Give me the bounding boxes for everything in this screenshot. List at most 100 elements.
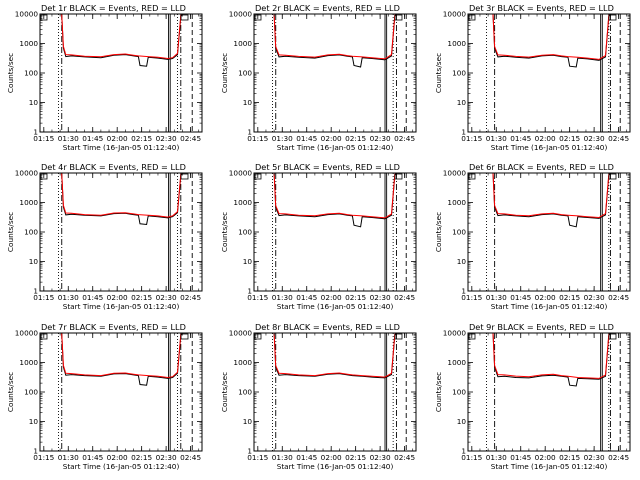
- series-line-events: [254, 14, 397, 68]
- x-tick-label: 02:45: [180, 453, 201, 462]
- corner-box-marker: [608, 173, 617, 180]
- y-tick-label: 10: [243, 417, 253, 426]
- corner-box-marker: [394, 333, 403, 340]
- x-tick-label: 02:45: [608, 134, 629, 143]
- series-line-events: [468, 14, 611, 68]
- y-tick-label: 10: [29, 257, 39, 266]
- corner-box-marker: [608, 14, 617, 21]
- x-tick-label: 02:00: [321, 134, 342, 143]
- y-tick-label: 10: [243, 257, 253, 266]
- x-tick-label: 02:30: [584, 293, 605, 302]
- y-tick-label: 1000: [19, 358, 38, 367]
- x-tick-label: 01:15: [461, 134, 482, 143]
- panel-title: Det 9r BLACK = Events, RED = LLD: [469, 322, 614, 332]
- x-tick-label: 01:30: [58, 453, 79, 462]
- panel-title: Det 5r BLACK = Events, RED = LLD: [255, 162, 400, 172]
- x-tick-label: 01:15: [33, 134, 54, 143]
- plot-frame: [39, 332, 203, 452]
- x-tick-label: 02:15: [345, 293, 366, 302]
- x-tick-label: 01:15: [33, 453, 54, 462]
- y-tick-label: 10000: [15, 329, 39, 338]
- x-tick-label: 02:00: [535, 134, 556, 143]
- y-tick-label: 10000: [15, 10, 39, 19]
- y-tick-label: 1000: [19, 39, 38, 48]
- y-tick-label: 10000: [15, 169, 39, 178]
- corner-box-marker: [608, 333, 617, 340]
- y-tick-label: 10: [243, 98, 253, 107]
- detector-panel: Det 8r BLACK = Events, RED = LLD 1 10 100 10…: [220, 322, 417, 471]
- x-tick-label: 02:15: [131, 453, 152, 462]
- series-line-lld: [40, 173, 183, 218]
- x-tick-label: 01:45: [82, 293, 103, 302]
- y-tick-label: 10000: [443, 10, 467, 19]
- series-line-events: [254, 333, 397, 379]
- plot-frame: [253, 13, 417, 133]
- y-axis-label: Counts/sec: [6, 372, 15, 412]
- y-axis-label: Counts/sec: [6, 53, 15, 93]
- y-tick-label: 10: [29, 417, 39, 426]
- panel-title: Det 7r BLACK = Events, RED = LLD: [41, 322, 186, 332]
- detector-panel: Det 4r BLACK = Events, RED = LLD 1 10 100 10…: [6, 162, 203, 311]
- detector-panel: Det 3r BLACK = Events, RED = LLD 1 10 100 10…: [434, 3, 631, 152]
- series-line-lld: [254, 333, 397, 378]
- plot-frame: [253, 332, 417, 452]
- x-tick-label: 02:00: [535, 293, 556, 302]
- plot-frame: [39, 172, 203, 292]
- x-axis-label: Start Time (16-Jan-05 01:12:40): [491, 462, 608, 471]
- y-tick-label: 10000: [229, 329, 253, 338]
- detector-panel: Det 2r BLACK = Events, RED = LLD 1 10 100 10…: [220, 3, 417, 152]
- x-tick-label: 01:45: [510, 134, 531, 143]
- panel-title: Det 8r BLACK = Events, RED = LLD: [255, 322, 400, 332]
- y-tick-label: 1000: [19, 198, 38, 207]
- y-tick-label: 1: [247, 128, 252, 137]
- x-axis-label: Start Time (16-Jan-05 01:12:40): [63, 302, 180, 311]
- detector-panel: Det 6r BLACK = Events, RED = LLD 1 10 100 10…: [434, 162, 631, 311]
- y-tick-label: 100: [238, 388, 252, 397]
- y-tick-label: 1000: [233, 39, 252, 48]
- x-tick-label: 01:15: [247, 453, 268, 462]
- y-tick-label: 100: [452, 69, 466, 78]
- x-tick-label: 02:15: [345, 453, 366, 462]
- x-tick-label: 02:15: [559, 293, 580, 302]
- y-tick-label: 10000: [229, 169, 253, 178]
- panel-title: Det 1r BLACK = Events, RED = LLD: [41, 3, 186, 13]
- y-axis-label: Counts/sec: [6, 212, 15, 252]
- x-tick-label: 01:45: [82, 453, 103, 462]
- x-axis-label: Start Time (16-Jan-05 01:12:40): [277, 143, 394, 152]
- x-tick-label: 02:15: [559, 453, 580, 462]
- series-line-lld: [254, 14, 397, 60]
- y-tick-label: 1: [461, 447, 466, 456]
- x-tick-label: 02:30: [156, 293, 177, 302]
- y-axis-label: Counts/sec: [220, 53, 229, 93]
- x-tick-label: 02:45: [394, 293, 415, 302]
- y-tick-label: 1: [33, 447, 38, 456]
- y-tick-label: 1000: [233, 358, 252, 367]
- x-tick-label: 02:30: [370, 293, 391, 302]
- series-line-lld: [468, 173, 611, 219]
- y-tick-label: 1: [33, 128, 38, 137]
- x-tick-label: 01:30: [58, 293, 79, 302]
- x-tick-label: 02:00: [107, 293, 128, 302]
- x-tick-label: 01:15: [33, 293, 54, 302]
- series-line-lld: [40, 333, 183, 379]
- detector-panel: Det 1r BLACK = Events, RED = LLD 1 10 100 10…: [6, 3, 203, 152]
- series-line-events: [254, 173, 397, 228]
- y-tick-label: 1000: [447, 358, 466, 367]
- x-tick-label: 01:30: [486, 134, 507, 143]
- x-tick-label: 01:15: [247, 134, 268, 143]
- y-axis-label: Counts/sec: [220, 212, 229, 252]
- series-line-events: [40, 333, 183, 386]
- y-tick-label: 1: [461, 128, 466, 137]
- y-tick-label: 1: [247, 287, 252, 296]
- series-line-lld: [254, 173, 397, 219]
- corner-box-marker: [394, 173, 403, 180]
- y-tick-label: 100: [452, 228, 466, 237]
- x-axis-label: Start Time (16-Jan-05 01:12:40): [277, 302, 394, 311]
- x-tick-label: 01:30: [58, 134, 79, 143]
- x-tick-label: 02:45: [394, 134, 415, 143]
- x-tick-label: 02:15: [131, 134, 152, 143]
- y-tick-label: 1000: [233, 198, 252, 207]
- x-tick-label: 02:15: [345, 134, 366, 143]
- x-tick-label: 02:30: [156, 134, 177, 143]
